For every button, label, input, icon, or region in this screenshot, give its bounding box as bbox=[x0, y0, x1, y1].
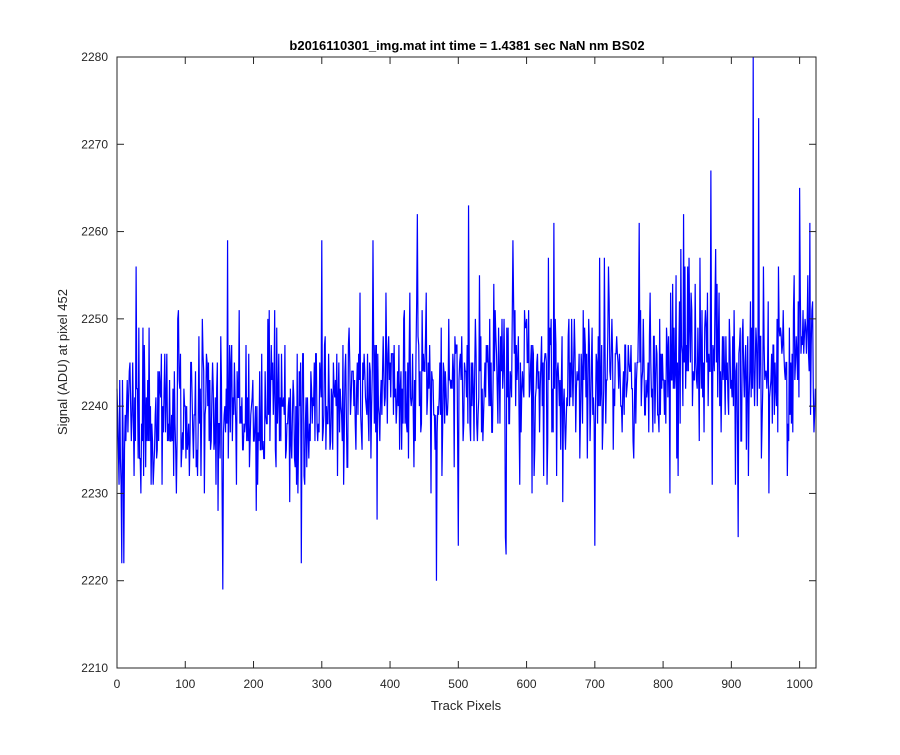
y-tick-label: 2280 bbox=[81, 50, 108, 64]
x-tick-label: 600 bbox=[517, 677, 537, 691]
x-tick-label: 400 bbox=[380, 677, 400, 691]
x-tick-label: 700 bbox=[585, 677, 605, 691]
y-axis-label: Signal (ADU) at pixel 452 bbox=[55, 289, 70, 435]
y-tick-label: 2260 bbox=[81, 225, 108, 239]
series-line bbox=[116, 56, 816, 590]
chart-title: b2016110301_img.mat int time = 1.4381 se… bbox=[289, 38, 644, 53]
series-layer bbox=[116, 56, 816, 590]
x-tick-label: 900 bbox=[721, 677, 741, 691]
y-tick-label: 2220 bbox=[81, 574, 108, 588]
axes-layer: 0 100 200 300 400 500 600 700 800 900 1000 2210 2220… bbox=[81, 50, 817, 691]
x-tick-label: 800 bbox=[653, 677, 673, 691]
x-tick-label: 300 bbox=[312, 677, 332, 691]
x-axis-label: Track Pixels bbox=[431, 698, 502, 713]
x-tick-label: 1000 bbox=[786, 677, 813, 691]
x-tick-label: 0 bbox=[114, 677, 121, 691]
y-tick-label: 2210 bbox=[81, 661, 108, 675]
y-tick-label: 2230 bbox=[81, 486, 108, 500]
x-tick-label: 500 bbox=[448, 677, 468, 691]
y-tick-label: 2240 bbox=[81, 399, 108, 413]
y-tick-label: 2270 bbox=[81, 137, 108, 151]
axes-box bbox=[116, 56, 817, 669]
x-tick-label: 200 bbox=[244, 677, 264, 691]
x-tick-label: 100 bbox=[175, 677, 195, 691]
y-tick-label: 2250 bbox=[81, 312, 108, 326]
